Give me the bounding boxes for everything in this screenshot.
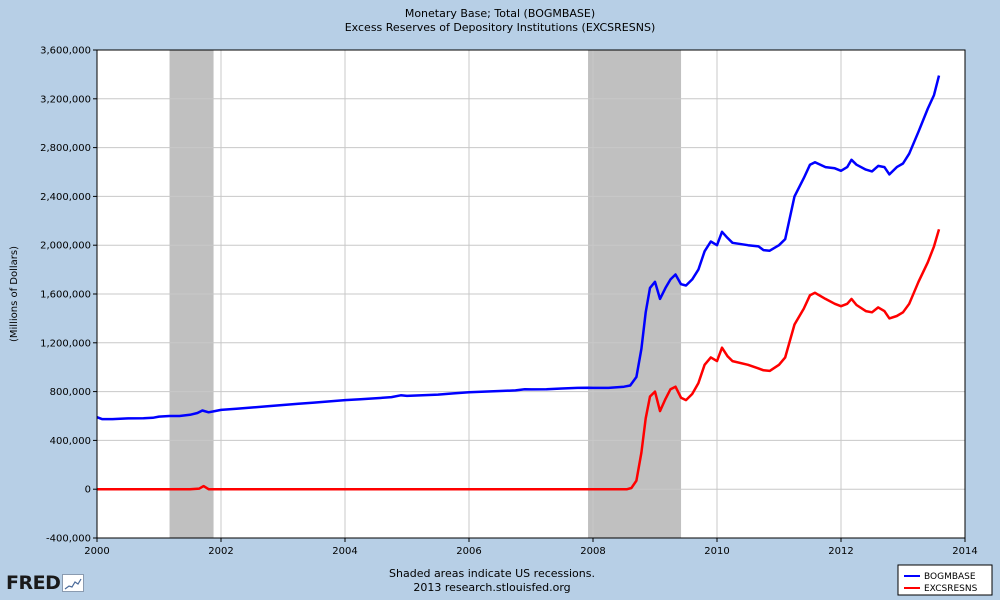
legend: BOGMBASE EXCSRESNS [897,564,993,596]
fred-logo-text: FRED [6,572,61,594]
x-tick-label: 2012 [828,546,853,557]
x-tick-label: 2008 [580,546,605,557]
chart-title: Monetary Base; Total (BOGMBASE) [405,7,595,20]
y-axis: -400,000 0 400,000 800,000 1,200,000 1,600,00… [40,46,97,545]
legend-box [897,564,993,596]
x-axis: 2000 2002 2004 2006 2008 2010 2012 2014 [84,538,978,557]
footer-recession-note: Shaded areas indicate US recessions. [389,567,595,580]
series-line-bogmbase [96,75,941,421]
legend-label-excsresns: EXCSRESNS [924,584,978,594]
y-tick-label: 1,200,000 [40,338,91,349]
x-tick-label: 2006 [456,546,481,557]
series-lines [96,75,941,491]
footer-source: 2013 research.stlouisfed.org [413,581,570,594]
x-tick-label: 2004 [332,546,357,557]
x-tick-label: 2000 [84,546,109,557]
x-tick-label: 2014 [952,546,977,557]
fred-chart-icon [62,574,85,592]
y-tick-label: 1,600,000 [40,290,91,301]
y-tick-label: 2,400,000 [40,192,91,203]
x-tick-label: 2002 [208,546,233,557]
y-tick-label: 400,000 [50,436,91,447]
y-tick-label: 0 [85,485,91,496]
y-tick-label: 3,200,000 [40,94,91,105]
chart-subtitle: Excess Reserves of Depository Institutio… [345,21,656,34]
fred-logo: FRED [6,572,85,594]
series-line-excsresns [97,228,941,491]
legend-label-bogmbase: BOGMBASE [924,572,976,582]
y-tick-label: 800,000 [50,387,91,398]
x-tick-label: 2010 [704,546,729,557]
y-tick-label: 3,600,000 [40,46,91,57]
y-tick-label: 2,000,000 [40,241,91,252]
y-axis-label: (Millions of Dollars) [9,246,20,342]
y-tick-label: 2,800,000 [40,143,91,154]
y-tick-label: -400,000 [46,534,91,545]
